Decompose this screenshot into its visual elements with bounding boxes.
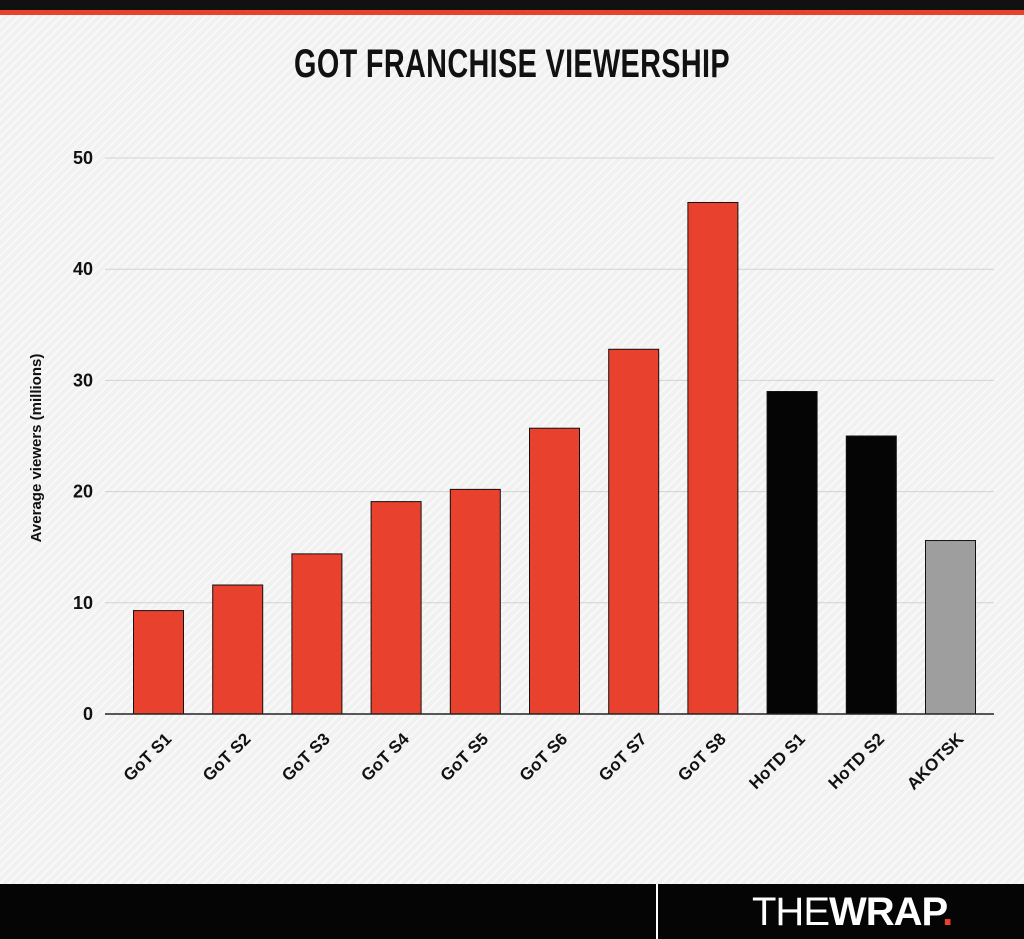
bar [766,391,818,715]
thewrap-logo: THEWRAP. [752,890,953,934]
footer-divider [656,884,658,939]
x-category-label: GoT S7 [595,729,651,785]
y-tick-label: 10 [73,593,93,613]
bar [133,610,184,715]
y-tick-label: 20 [73,482,93,502]
y-tick-labels: 0 10 20 30 40 50 [73,148,93,724]
logo-text-the: THE [752,890,830,934]
x-category-label: GoT S8 [674,729,730,785]
bars [133,201,976,715]
top-accent-stripe [0,10,1024,15]
bar [529,427,580,715]
x-category-label: HoTD S2 [825,729,889,793]
logo-text-wrap: WRAP [829,890,943,934]
x-category-labels: GoT S1 GoT S2 GoT S3 GoT S4 GoT S5 GoT S6 GoT … [120,729,968,794]
top-bar [0,0,1024,10]
bar [370,501,422,715]
bar [291,553,343,715]
x-category-label: HoTD S1 [745,729,809,793]
x-category-label: GoT S6 [516,729,572,785]
y-axis-label: Average viewers (millions) [28,354,45,543]
x-category-label: GoT S5 [437,729,493,785]
bar [608,348,660,715]
y-tick-label: 30 [73,370,93,390]
footer-bar: THEWRAP. [0,884,1024,939]
bar [449,488,501,715]
x-category-label: GoT S2 [199,729,255,785]
x-category-label: AKOTSK [903,729,968,794]
x-category-label: GoT S1 [120,729,176,785]
logo-dot: . [942,890,953,934]
bar [212,584,264,715]
y-tick-label: 0 [83,704,93,724]
x-category-label: GoT S4 [357,729,413,785]
bar [925,540,976,715]
chart-title: GOT FRANCHISE VIEWERSHIP [294,42,730,86]
x-category-label: GoT S3 [278,729,334,785]
bar [687,201,739,715]
bar [845,435,897,715]
y-tick-label: 40 [73,259,93,279]
y-tick-label: 50 [73,148,93,168]
